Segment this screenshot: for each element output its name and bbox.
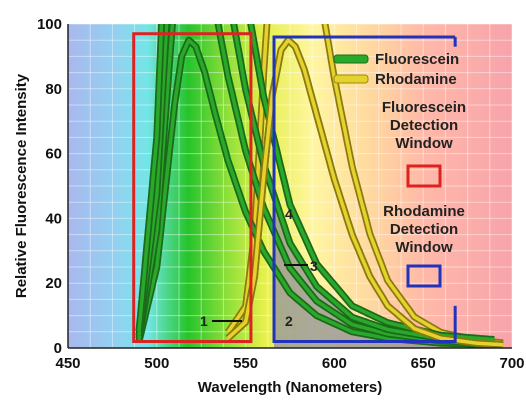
fluorescein-window-line-2: Detection bbox=[390, 117, 458, 134]
detection-windows bbox=[132, 32, 457, 344]
y-axis-title: Relative Fluorescence Intensity bbox=[13, 73, 30, 298]
legend-item-rhodamine: Rhodamine bbox=[333, 71, 457, 88]
legend: Fluorescein Rhodamine Fluorescein Detect… bbox=[333, 51, 466, 288]
tick-labels: 450 500 550 600 650 700 0 20 40 60 80 100 bbox=[37, 16, 525, 372]
x-tick-label: 600 bbox=[322, 355, 347, 372]
region-annotations: 1 2 3 4 bbox=[200, 206, 318, 329]
x-tick-label: 700 bbox=[499, 355, 524, 372]
y-tick-label: 100 bbox=[37, 16, 62, 33]
overlap-shading bbox=[274, 195, 456, 348]
region-label-4: 4 bbox=[285, 206, 293, 222]
y-tick-label: 60 bbox=[45, 146, 62, 163]
fluorescein-window-swatch bbox=[406, 164, 442, 188]
legend-item-fluorescein: Fluorescein bbox=[333, 51, 459, 68]
x-tick-label: 450 bbox=[55, 355, 80, 372]
rhodamine-detection-window bbox=[272, 35, 457, 344]
fluorescein-detection-window bbox=[132, 32, 253, 344]
legend-label-rhodamine: Rhodamine bbox=[375, 71, 457, 88]
region-label-1: 1 bbox=[200, 313, 208, 329]
rhodamine-window-line-1: Rhodamine bbox=[383, 203, 465, 220]
region-label-2: 2 bbox=[285, 313, 293, 329]
legend-label-fluorescein: Fluorescein bbox=[375, 51, 459, 68]
x-tick-label: 500 bbox=[144, 355, 169, 372]
legend-swatch-fluorescein bbox=[333, 54, 369, 64]
axes bbox=[67, 24, 512, 349]
x-tick-label: 650 bbox=[411, 355, 436, 372]
y-tick-label: 80 bbox=[45, 81, 62, 98]
fluorescein-window-line-3: Window bbox=[395, 135, 453, 152]
x-axis-title: Wavelength (Nanometers) bbox=[198, 379, 382, 396]
y-tick-label: 40 bbox=[45, 210, 62, 227]
legend-rhodamine-window: Rhodamine Detection Window bbox=[383, 203, 465, 288]
rhodamine-window-line-3: Window bbox=[395, 239, 453, 256]
rhodamine-window-swatch bbox=[406, 264, 442, 288]
y-tick-label: 0 bbox=[54, 340, 62, 357]
overlap-region bbox=[274, 195, 456, 348]
legend-fluorescein-window: Fluorescein Detection Window bbox=[382, 99, 466, 188]
rhodamine-window-line-2: Detection bbox=[390, 221, 458, 238]
fluorescein-window-line-1: Fluorescein bbox=[382, 99, 466, 116]
x-tick-label: 550 bbox=[233, 355, 258, 372]
region-label-3: 3 bbox=[310, 258, 318, 274]
legend-swatch-rhodamine bbox=[333, 74, 369, 84]
y-tick-label: 20 bbox=[45, 275, 62, 292]
